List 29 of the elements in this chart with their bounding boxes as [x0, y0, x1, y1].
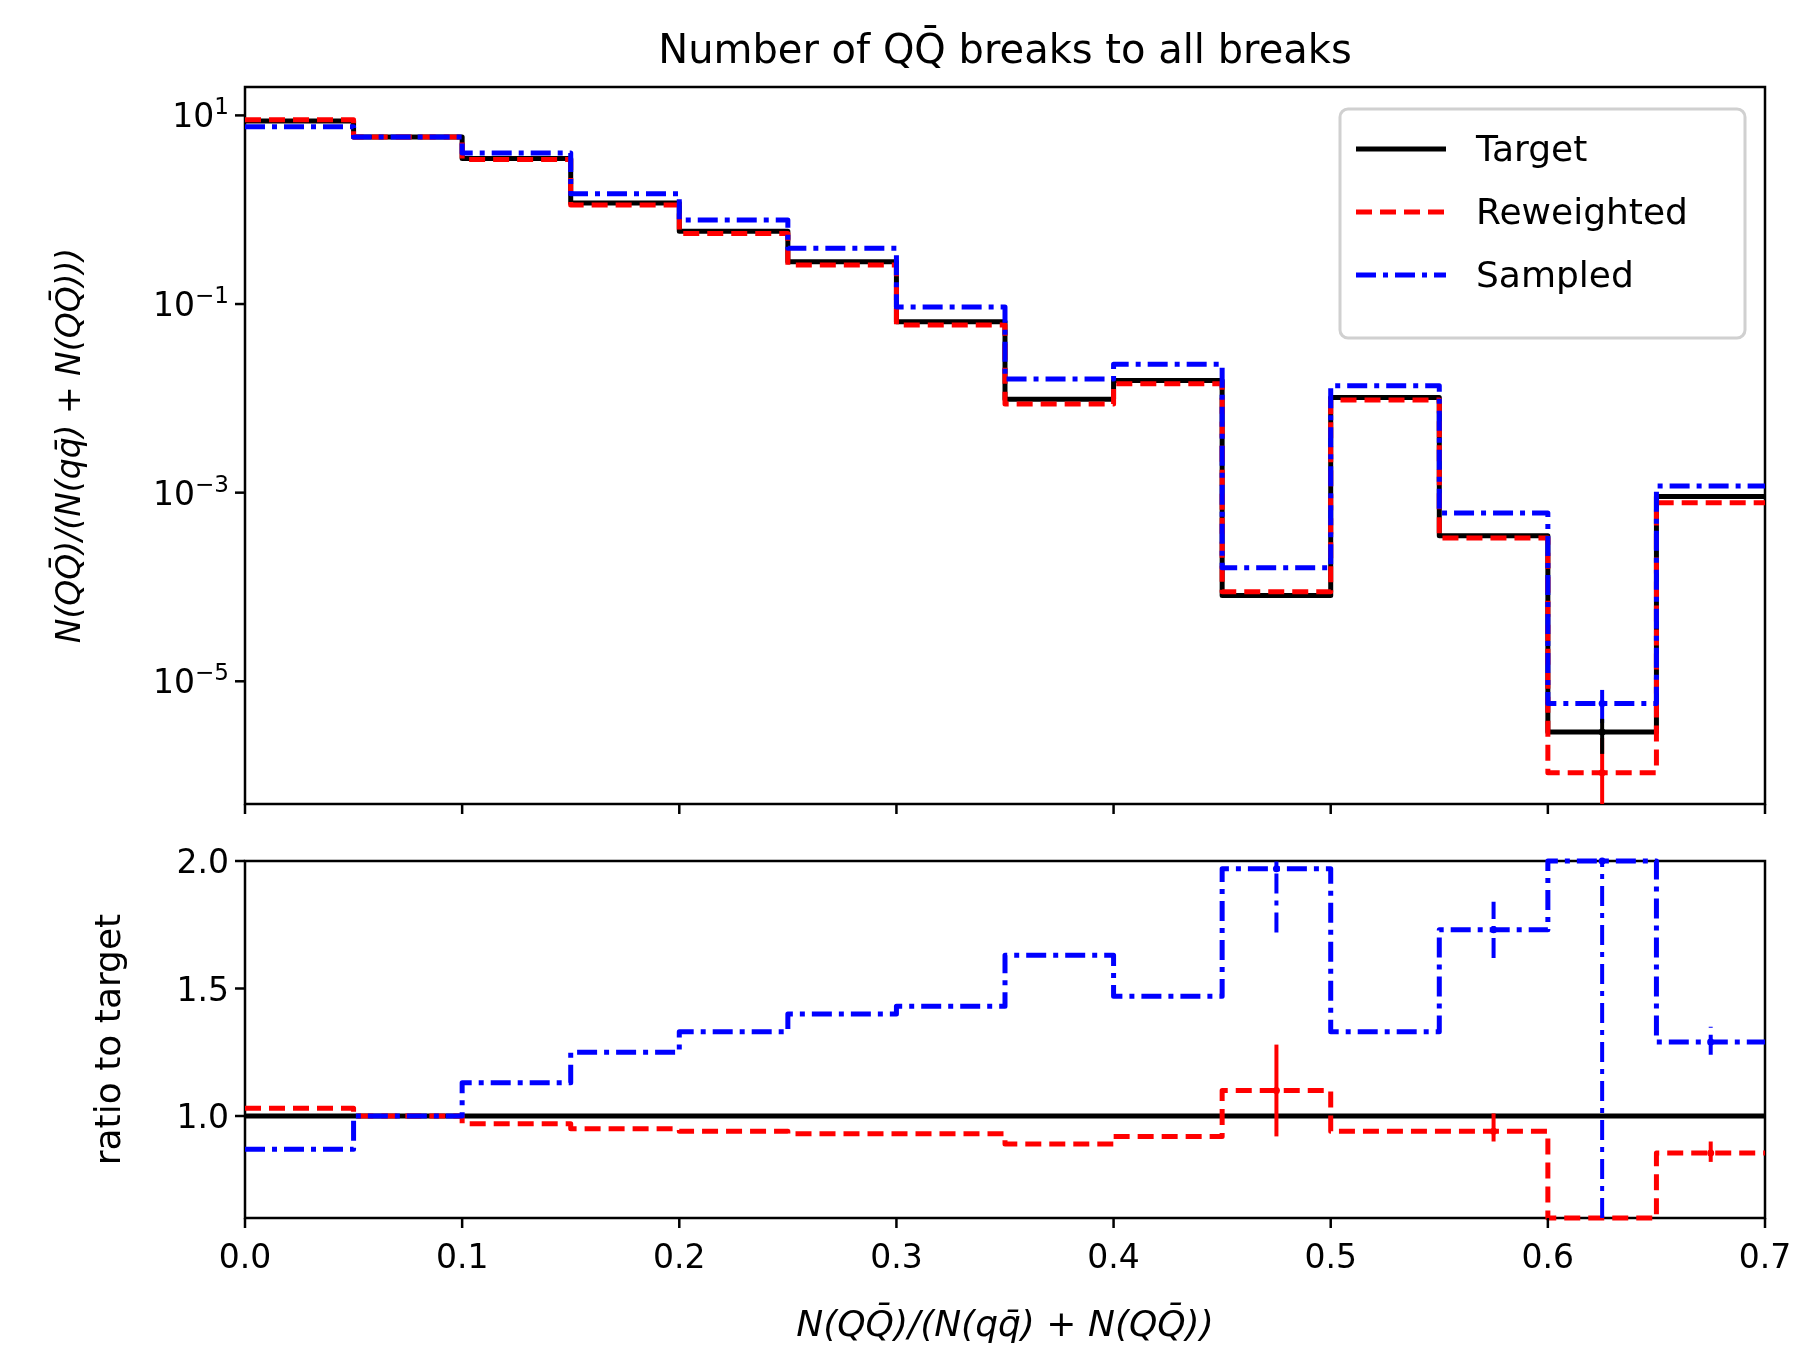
point	[1490, 1127, 1498, 1135]
x-tick-label: 0.4	[1087, 1237, 1140, 1276]
point	[1490, 926, 1498, 934]
point	[1598, 857, 1606, 865]
x-tick-label: 0.2	[653, 1237, 706, 1276]
y-tick-label: 1.5	[176, 969, 229, 1009]
y-tick-label: 2.0	[176, 842, 229, 881]
y-tick-label: 1.0	[176, 1097, 229, 1136]
legend-label: Reweighted	[1476, 191, 1688, 232]
point	[1707, 1149, 1715, 1157]
point	[1272, 865, 1280, 873]
y-axis-title: N(QQ̄)/(N(qq̄) + N(QQ̄)))	[47, 247, 88, 644]
x-axis-title: N(QQ̄)/(N(qq̄) + N(QQ̄))	[796, 1302, 1214, 1344]
x-tick-label: 0.3	[870, 1237, 923, 1276]
point	[1707, 1038, 1715, 1046]
x-tick-label: 0.6	[1521, 1237, 1575, 1276]
x-tick-label: 0.5	[1304, 1237, 1357, 1276]
y-tick-label: 10$^{1}$	[172, 93, 229, 136]
x-tick-label: 0.7	[1738, 1237, 1792, 1276]
chart-title: Number of QQ̄ breaks to all breaks	[658, 24, 1352, 72]
point	[1272, 1087, 1280, 1094]
y-tick-label: 10$^{−1}$	[152, 282, 229, 325]
legend-label: Target	[1475, 128, 1588, 169]
x-tick-label: 0.0	[218, 1237, 272, 1276]
legend-label: Sampled	[1476, 254, 1634, 295]
y-tick-label: 10$^{−5}$	[152, 659, 229, 702]
y-axis-title: ratio to target	[87, 913, 128, 1166]
y-tick-label: 10$^{−3}$	[152, 470, 229, 513]
x-tick-label: 0.1	[435, 1237, 489, 1276]
